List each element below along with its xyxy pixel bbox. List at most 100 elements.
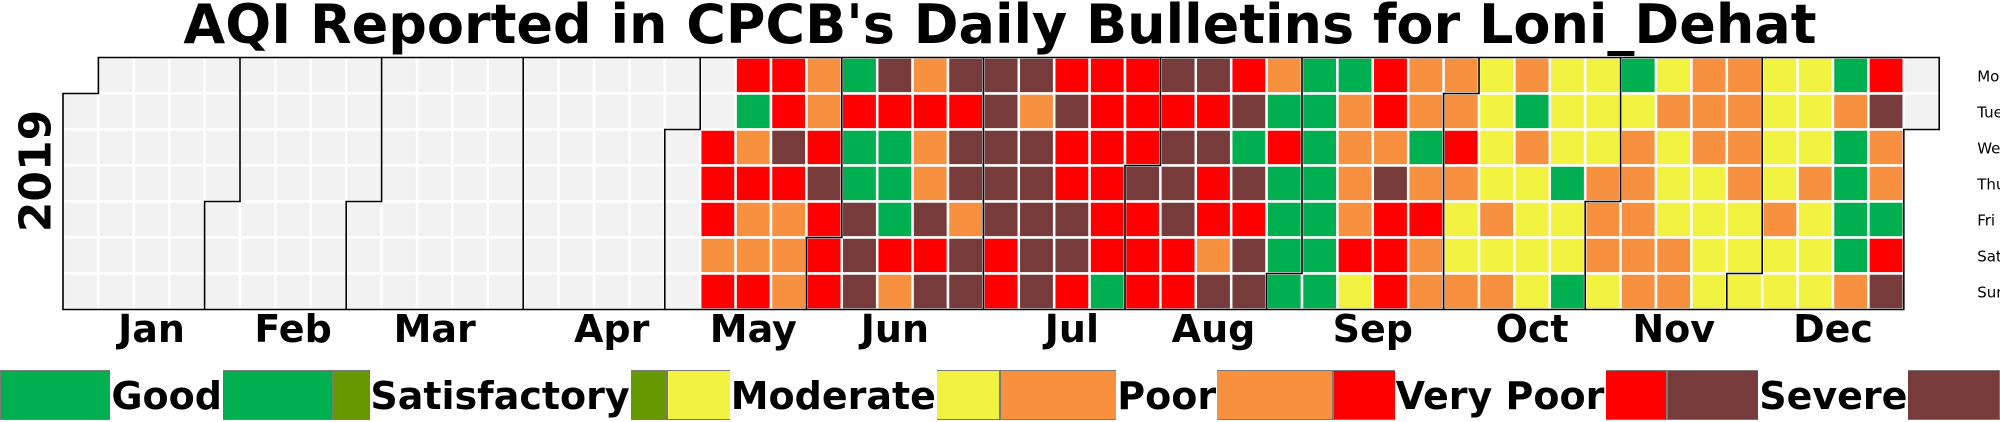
- heatmap-cell: [380, 164, 419, 203]
- heatmap-cell: [1760, 164, 1799, 203]
- heatmap-cell: [1265, 56, 1304, 95]
- month-borders: [203, 57, 1763, 310]
- heatmap-cell: [1159, 164, 1198, 203]
- heatmap-cell: [1548, 236, 1587, 275]
- heatmap-cell: [1300, 164, 1339, 203]
- legend-label: Good: [110, 370, 224, 420]
- heatmap-cell: [1123, 128, 1162, 167]
- heatmap-cell: [1690, 92, 1729, 131]
- month-label: Nov: [1632, 307, 1715, 351]
- heatmap-cell: [769, 200, 808, 239]
- heatmap-cell: [1902, 56, 1941, 95]
- heatmap-cell: [521, 272, 560, 311]
- heatmap-cell: [1442, 56, 1481, 95]
- heatmap-cell: [521, 56, 560, 95]
- heatmap-cell: [1725, 164, 1764, 203]
- heatmap-cell: [521, 200, 560, 239]
- heatmap-cell: [1513, 56, 1552, 95]
- heatmap-cell: [521, 128, 560, 167]
- heatmap-cell: [486, 272, 525, 311]
- heatmap-cell: [1583, 164, 1622, 203]
- heatmap-cell: [769, 56, 808, 95]
- heatmap-cell: [982, 128, 1021, 167]
- heatmap-cell: [1477, 128, 1516, 167]
- heatmap-cell: [663, 200, 702, 239]
- heatmap-cell: [769, 128, 808, 167]
- heatmap-cell: [344, 164, 383, 203]
- heatmap-cell: [309, 128, 348, 167]
- heatmap-cell: [167, 236, 206, 275]
- heatmap-cell: [415, 92, 454, 131]
- heatmap-cell: [1406, 236, 1445, 275]
- heatmap-cell: [1690, 128, 1729, 167]
- heatmap-cell: [380, 272, 419, 311]
- heatmap-cell: [911, 200, 950, 239]
- heatmap-cell: [274, 92, 313, 131]
- heatmap-cell: [1300, 236, 1339, 275]
- month-labels: Jan Feb Mar Apr May Jun Jul Aug Sep Oct Nov Dec: [115, 307, 1873, 351]
- weekday-label: Sat: [1977, 248, 2000, 266]
- heatmap-cell: [805, 200, 844, 239]
- heatmap-cell: [1725, 236, 1764, 275]
- heatmap-cell: [1229, 200, 1268, 239]
- heatmap-cell: [1796, 56, 1835, 95]
- heatmap-cell: [982, 56, 1021, 95]
- heatmap-cell: [1548, 128, 1587, 167]
- heatmap-cell: [344, 236, 383, 275]
- heatmap-cell: [1619, 236, 1658, 275]
- heatmap-cell: [1371, 92, 1410, 131]
- heatmap-cell: [1371, 128, 1410, 167]
- heatmap-cell: [1760, 92, 1799, 131]
- heatmap-cell: [1194, 128, 1233, 167]
- heatmap-cell: [1017, 56, 1056, 95]
- heatmap-cell: [274, 272, 313, 311]
- heatmap-cell: [167, 200, 206, 239]
- heatmap-cell: [1867, 92, 1906, 131]
- heatmap-cell: [911, 128, 950, 167]
- heatmap-cell: [451, 236, 490, 275]
- heatmap-cell: [486, 56, 525, 95]
- heatmap-cell: [203, 56, 242, 95]
- heatmap-cell: [769, 164, 808, 203]
- heatmap-cell: [769, 236, 808, 275]
- heatmap-cell: [203, 92, 242, 131]
- heatmap-cell: [1760, 272, 1799, 311]
- heatmap-cell: [1406, 272, 1445, 311]
- heatmap-cell: [380, 200, 419, 239]
- heatmap-cell: [132, 164, 171, 203]
- heatmap-cell: [1513, 164, 1552, 203]
- heatmap-cell: [734, 272, 773, 311]
- heatmap-cell: [1265, 200, 1304, 239]
- heatmap-cell: [1123, 164, 1162, 203]
- heatmap-cell: [1760, 128, 1799, 167]
- heatmap-cell: [1654, 200, 1693, 239]
- heatmap-cell: [1796, 272, 1835, 311]
- heatmap-cell: [1477, 200, 1516, 239]
- heatmap-cell: [557, 92, 596, 131]
- heatmap-cell: [1442, 200, 1481, 239]
- heatmap-cell: [486, 128, 525, 167]
- heatmap-cell: [592, 92, 631, 131]
- heatmap-cell: [1760, 236, 1799, 275]
- heatmap-cell: [557, 272, 596, 311]
- heatmap-cell: [274, 56, 313, 95]
- heatmap-cell: [415, 236, 454, 275]
- heatmap-cell: [911, 92, 950, 131]
- heatmap-cell: [451, 272, 490, 311]
- heatmap-cell: [380, 92, 419, 131]
- heatmap-cell: [1088, 164, 1127, 203]
- heatmap-cell: [1406, 164, 1445, 203]
- heatmap-cell: [1442, 128, 1481, 167]
- heatmap-cell: [380, 128, 419, 167]
- heatmap-cell: [1194, 236, 1233, 275]
- heatmap-cell: [1017, 200, 1056, 239]
- heatmap-cell: [1477, 92, 1516, 131]
- heatmap-cell: [1336, 272, 1375, 311]
- heatmap-cell: [1583, 56, 1622, 95]
- heatmap-cell: [1442, 164, 1481, 203]
- heatmap-cell: [415, 164, 454, 203]
- heatmap-cell: [1229, 128, 1268, 167]
- month-label: Sep: [1333, 307, 1413, 351]
- heatmap-cell: [805, 236, 844, 275]
- heatmap-cell: [1088, 236, 1127, 275]
